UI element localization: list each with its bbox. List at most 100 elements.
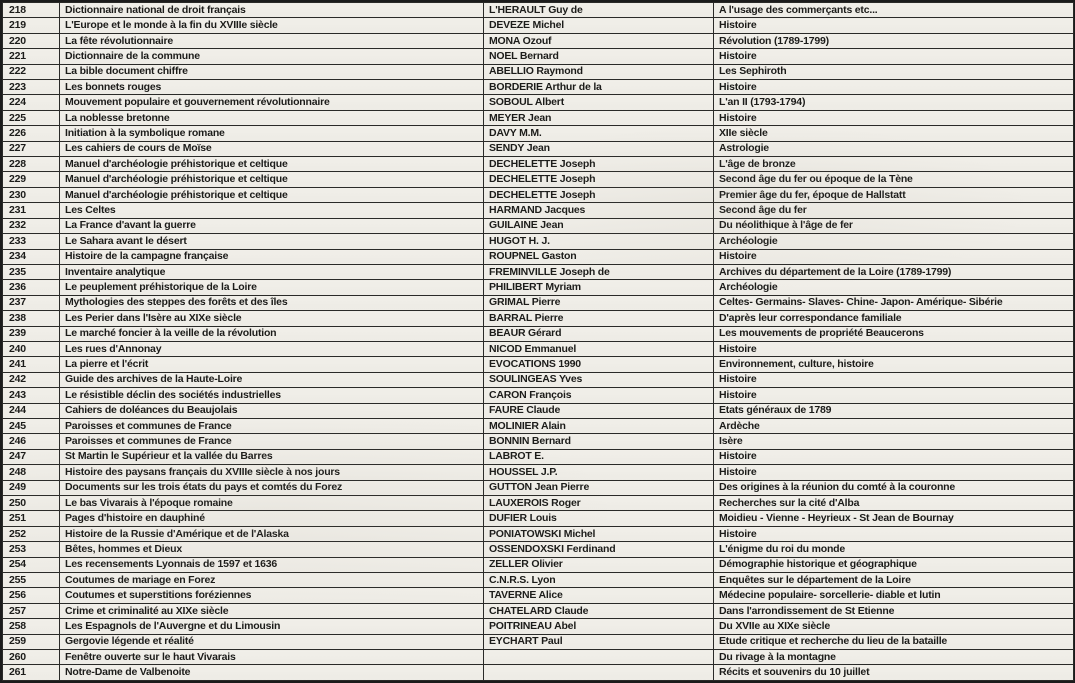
cell-author: L'HERAULT Guy de [483, 1, 714, 19]
cell-title: Le Sahara avant le désert [59, 233, 484, 250]
cell-author: CHATELARD Claude [483, 602, 714, 620]
cell-title: Coutumes et superstitions foréziennes [59, 587, 484, 604]
cell-title: Les bonnets rouges [59, 79, 484, 96]
cell-title: Documents sur les trois états du pays et… [59, 479, 484, 497]
cell-author: HARMAND Jacques [483, 202, 714, 219]
cell-author: ROUPNEL Gaston [483, 248, 714, 265]
cell-id: 225 [2, 109, 60, 127]
cell-author: DEVEZE Michel [483, 17, 714, 34]
cell-title: Coutumes de mariage en Forez [59, 572, 484, 589]
table-row: 250 Le bas Vivarais à l'époque romaine LAU… [2, 494, 1074, 512]
cell-subject: Etats généraux de 1789 [713, 402, 1074, 419]
cell-id: 249 [2, 479, 60, 497]
cell-id: 229 [2, 171, 60, 188]
cell-id: 230 [2, 186, 60, 204]
cell-id: 256 [2, 587, 60, 604]
cell-subject: Archives du département de la Loire (178… [713, 263, 1074, 281]
cell-author [483, 664, 714, 681]
cell-author: LAUXEROIS Roger [483, 494, 714, 512]
cell-title: Histoire des paysans français du XVIIIe … [59, 464, 484, 481]
table-row: 261 Notre-Dame de Valbenoite Récits et sou… [2, 664, 1074, 681]
cell-title: Inventaire analytique [59, 263, 484, 281]
cell-subject: Du néolithique à l'âge de fer [713, 217, 1074, 235]
cell-author: OSSENDOXSKI Ferdinand [483, 541, 714, 558]
cell-subject: Histoire [713, 387, 1074, 404]
cell-id: 255 [2, 572, 60, 589]
cell-id: 245 [2, 417, 60, 435]
cell-author: ABELLIO Raymond [483, 63, 714, 81]
cell-author: SENDY Jean [483, 140, 714, 158]
cell-author: PONIATOWSKI Michel [483, 525, 714, 543]
cell-author: EVOCATIONS 1990 [483, 356, 714, 373]
table-row: 225 La noblesse bretonne MEYER Jean Histoir… [2, 109, 1074, 127]
cell-id: 226 [2, 125, 60, 142]
cell-title: Les cahiers de cours de Moïse [59, 140, 484, 158]
cell-title: Initiation à la symbolique romane [59, 125, 484, 142]
cell-subject: Des origines à la réunion du comté à la … [713, 479, 1074, 497]
cell-title: Les Perier dans l'Isère au XIXe siècle [59, 310, 484, 327]
cell-id: 242 [2, 371, 60, 389]
table-row: 239 Le marché foncier à la veille de la r… [2, 325, 1074, 342]
cell-author: MEYER Jean [483, 109, 714, 127]
table-row: 238 Les Perier dans l'Isère au XIXe siècl… [2, 310, 1074, 327]
cell-subject: Etude critique et recherche du lieu de l… [713, 633, 1074, 651]
cell-id: 258 [2, 618, 60, 635]
cell-author: DECHELETTE Joseph [483, 156, 714, 173]
cell-subject: Histoire [713, 371, 1074, 389]
cell-subject: Archéologie [713, 279, 1074, 296]
cell-id: 233 [2, 233, 60, 250]
cell-author: TAVERNE Alice [483, 587, 714, 604]
cell-author: GRIMAL Pierre [483, 294, 714, 312]
cell-id: 235 [2, 263, 60, 281]
cell-subject: Histoire [713, 464, 1074, 481]
table-row: 241 La pierre et l'écrit EVOCATIONS 1990 En… [2, 356, 1074, 373]
cell-id: 259 [2, 633, 60, 651]
cell-title: L'Europe et le monde à la fin du XVIIIe … [59, 17, 484, 34]
cell-id: 222 [2, 63, 60, 81]
cell-title: Cahiers de doléances du Beaujolais [59, 402, 484, 419]
cell-title: Dictionnaire national de droit français [59, 1, 484, 19]
cell-id: 231 [2, 202, 60, 219]
table-row: 259 Gergovie légende et réalité EYCHART Pa… [2, 633, 1074, 651]
cell-title: Le résistible déclin des sociétés indust… [59, 387, 484, 404]
cell-subject: Médecine populaire- sorcellerie- diable … [713, 587, 1074, 604]
cell-title: Paroisses et communes de France [59, 433, 484, 450]
cell-id: 220 [2, 32, 60, 50]
cell-subject: Histoire [713, 79, 1074, 96]
cell-subject: Récits et souvenirs du 10 juillet [713, 664, 1074, 681]
cell-title: Le marché foncier à la veille de la révo… [59, 325, 484, 342]
table-row: 246 Paroisses et communes de France BONNIN… [2, 433, 1074, 450]
cell-title: Fenêtre ouverte sur le haut Vivarais [59, 649, 484, 666]
cell-id: 244 [2, 402, 60, 419]
cell-author: GUTTON Jean Pierre [483, 479, 714, 497]
cell-title: Les rues d'Annonay [59, 340, 484, 358]
cell-title: Mouvement populaire et gouvernement révo… [59, 94, 484, 111]
cell-subject: Dans l'arrondissement de St Etienne [713, 602, 1074, 620]
table-row: 245 Paroisses et communes de France MOLINI… [2, 417, 1074, 435]
cell-subject: Révolution (1789-1799) [713, 32, 1074, 50]
cell-author: DECHELETTE Joseph [483, 186, 714, 204]
cell-author: BEAUR Gérard [483, 325, 714, 342]
cell-title: Histoire de la campagne française [59, 248, 484, 265]
table-row: 232 La France d'avant la guerre GUILAINE J… [2, 217, 1074, 235]
cell-subject: Isère [713, 433, 1074, 450]
table-row: 235 Inventaire analytique FREMINVILLE Jose… [2, 263, 1074, 281]
cell-title: Notre-Dame de Valbenoite [59, 664, 484, 681]
cell-subject: Moidieu - Vienne - Heyrieux - St Jean de… [713, 510, 1074, 527]
cell-id: 219 [2, 17, 60, 34]
cell-author: FREMINVILLE Joseph de [483, 263, 714, 281]
table-row: 231 Les Celtes HARMAND Jacques Second âge d… [2, 202, 1074, 219]
cell-author: SOULINGEAS Yves [483, 371, 714, 389]
table-row: 254 Les recensements Lyonnais de 1597 et … [2, 556, 1074, 574]
cell-subject: Environnement, culture, histoire [713, 356, 1074, 373]
cell-id: 253 [2, 541, 60, 558]
cell-subject: Histoire [713, 109, 1074, 127]
cell-id: 240 [2, 340, 60, 358]
cell-id: 228 [2, 156, 60, 173]
cell-id: 227 [2, 140, 60, 158]
cell-subject: Les mouvements de propriété Beaucerons [713, 325, 1074, 342]
cell-author: NICOD Emmanuel [483, 340, 714, 358]
table-row: 258 Les Espagnols de l'Auvergne et du Lim… [2, 618, 1074, 635]
